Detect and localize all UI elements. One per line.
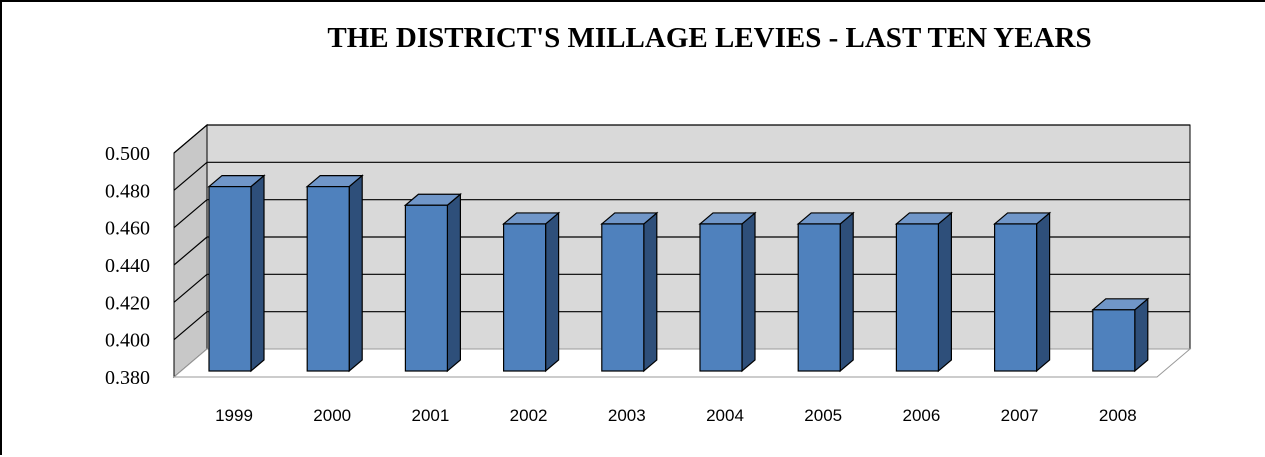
bar-side xyxy=(1134,297,1149,373)
y-tick-label: 0.380 xyxy=(105,367,150,389)
bar-front xyxy=(1092,309,1136,372)
bar-side xyxy=(839,211,854,373)
bar-front xyxy=(699,223,743,372)
x-tick-label: 2005 xyxy=(804,406,842,425)
x-axis-ticks: 1999 2000 2001 2002 2003 2004 2005 2006 2007 2008 xyxy=(215,406,1137,425)
bars xyxy=(207,174,1150,373)
x-tick-label: 2008 xyxy=(1099,406,1137,425)
bar xyxy=(501,211,561,373)
bar-side xyxy=(1035,211,1051,373)
y-tick-label: 0.400 xyxy=(105,330,150,352)
bar-side xyxy=(544,211,560,373)
bar-side xyxy=(446,192,461,373)
y-tick-label: 0.420 xyxy=(105,292,150,314)
y-tick-label: 0.460 xyxy=(105,218,150,240)
x-tick-label: 2002 xyxy=(510,406,548,425)
gridline xyxy=(173,199,1190,229)
bar-side xyxy=(741,211,756,373)
x-tick-label: 1999 xyxy=(215,406,253,425)
y-axis-ticks: 0.500 0.480 0.460 0.440 0.420 0.400 0.380 xyxy=(105,143,150,389)
bar xyxy=(1091,297,1150,373)
x-tick-label: 2007 xyxy=(1001,406,1039,425)
bar-front xyxy=(797,223,841,372)
x-tick-label: 2001 xyxy=(411,406,449,425)
gridline xyxy=(173,311,1190,341)
y-tick-label: 0.440 xyxy=(105,255,150,277)
bar xyxy=(894,211,954,373)
bar-front xyxy=(895,223,940,372)
y-tick-label: 0.480 xyxy=(105,180,150,202)
bar xyxy=(600,211,659,373)
bar xyxy=(207,174,266,373)
bar xyxy=(796,211,855,373)
bar xyxy=(992,211,1052,373)
bar-front xyxy=(993,223,1038,372)
gridline xyxy=(173,161,1190,191)
bar xyxy=(403,192,463,373)
x-tick-label: 2006 xyxy=(902,406,940,425)
bar-side xyxy=(348,174,363,373)
bar xyxy=(698,211,757,373)
bar-front xyxy=(306,186,350,372)
bar-side xyxy=(643,211,658,373)
bar xyxy=(305,174,364,373)
bar-front xyxy=(601,223,645,372)
gridline xyxy=(173,236,1190,266)
bar-front xyxy=(208,186,252,372)
bar-front xyxy=(503,223,547,372)
chart-title: THE DISTRICT'S MILLAGE LEVIES - LAST TEN… xyxy=(327,22,1092,54)
x-tick-label: 2003 xyxy=(608,406,646,425)
gridline xyxy=(173,124,1190,154)
y-tick-label: 0.500 xyxy=(105,143,150,165)
gridline xyxy=(173,273,1190,303)
bar-front xyxy=(404,204,448,372)
x-tick-label: 2000 xyxy=(313,406,351,425)
x-tick-label: 2004 xyxy=(706,406,744,425)
bar-side xyxy=(250,174,265,373)
gridlines xyxy=(173,124,1190,341)
bar-side xyxy=(937,211,953,373)
